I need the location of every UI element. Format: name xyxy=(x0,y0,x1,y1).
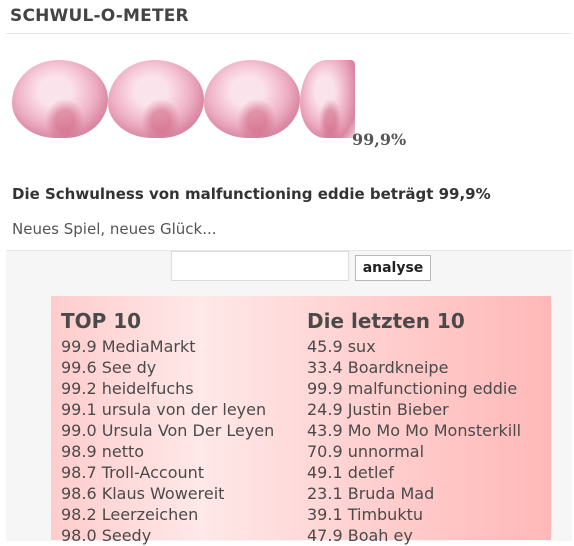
list-item: 99.0 Ursula Von Der Leyen xyxy=(61,421,275,440)
list-item: 98.6 Klaus Wowereit xyxy=(61,484,225,503)
last10-list: 45.9 sux 33.4 Boardkneipe 99.9 malfuncti… xyxy=(307,336,521,546)
list-item: 99.9 MediaMarkt xyxy=(61,337,196,356)
top10-column: TOP 10 99.9 MediaMarkt 99.6 See dy 99.2 … xyxy=(61,308,274,546)
tagline: Neues Spiel, neues Glück... xyxy=(12,220,217,238)
pink-fluff-icon xyxy=(204,60,300,138)
header-divider xyxy=(6,33,572,34)
list-item: 47.9 Boah ey xyxy=(307,526,413,545)
meter-percent: 99,9% xyxy=(352,130,407,149)
pink-fluff-icon xyxy=(12,60,108,138)
list-item: 99.6 See dy xyxy=(61,358,157,377)
list-item: 98.9 netto xyxy=(61,442,145,461)
pink-fluff-icon xyxy=(108,60,204,138)
list-item: 99.2 heidelfuchs xyxy=(61,379,194,398)
analyse-button[interactable]: analyse xyxy=(355,255,431,281)
result-text: Die Schwulness von malfunctioning eddie … xyxy=(12,185,491,203)
last10-column: Die letzten 10 45.9 sux 33.4 Boardkneipe… xyxy=(307,308,521,546)
list-item: 39.1 Timbuktu xyxy=(307,505,423,524)
ranking-lists: TOP 10 99.9 MediaMarkt 99.6 See dy 99.2 … xyxy=(51,296,551,545)
list-item: 70.9 unnormal xyxy=(307,442,425,461)
list-item: 33.4 Boardkneipe xyxy=(307,358,449,377)
pink-fluff-icon xyxy=(300,60,355,138)
list-item: 98.7 Troll-Account xyxy=(61,463,205,482)
last10-heading: Die letzten 10 xyxy=(307,309,465,333)
name-input[interactable] xyxy=(171,251,349,281)
list-item: 99.9 malfunctioning eddie xyxy=(307,379,518,398)
list-item: 99.1 ursula von der leyen xyxy=(61,400,267,419)
list-item: 45.9 sux xyxy=(307,337,376,356)
page-title: SCHWUL-O-METER xyxy=(10,6,189,26)
list-item: 49.1 detlef xyxy=(307,463,394,482)
list-item: 23.1 Bruda Mad xyxy=(307,484,435,503)
list-item: 98.2 Leerzeichen xyxy=(61,505,199,524)
list-item: 43.9 Mo Mo Mo Monsterkill xyxy=(307,421,522,440)
list-item: 98.0 Seedy xyxy=(61,526,152,545)
top10-heading: TOP 10 xyxy=(61,309,142,333)
list-item: 24.9 Justin Bieber xyxy=(307,400,449,419)
top10-list: 99.9 MediaMarkt 99.6 See dy 99.2 heidelf… xyxy=(61,336,274,546)
